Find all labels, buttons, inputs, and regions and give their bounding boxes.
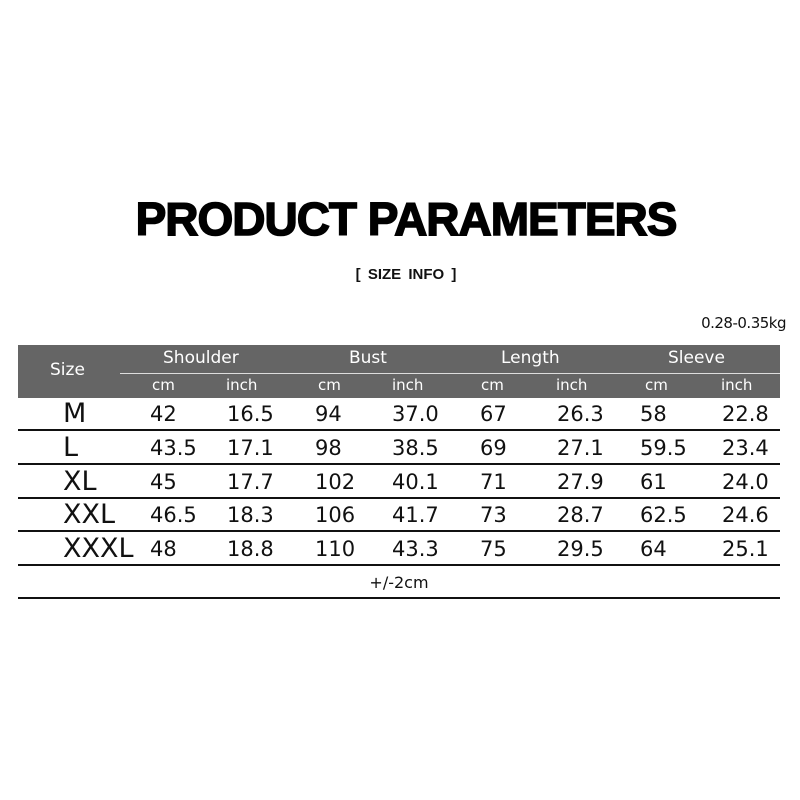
- tolerance-note: +/-2cm: [369, 573, 429, 592]
- value-cell: 24.6: [722, 503, 769, 528]
- value-cell: 102: [315, 469, 356, 494]
- row-divider: [18, 496, 780, 499]
- value-cell: 43.5: [150, 435, 197, 460]
- value-cell: 43.3: [392, 537, 439, 562]
- value-cell: 18.8: [227, 537, 274, 562]
- value-cell: 41.7: [392, 503, 439, 528]
- value-cell: 46.5: [150, 503, 197, 528]
- group-sleeve: Sleeve: [668, 348, 725, 368]
- value-cell: 27.9: [557, 469, 604, 494]
- value-cell: 17.7: [227, 469, 274, 494]
- value-cell: 28.7: [557, 503, 604, 528]
- value-cell: 17.1: [227, 435, 274, 460]
- value-cell: 45: [150, 469, 177, 494]
- table-row: XXL 46.5 18.3 106 41.7 73 28.7 62.5 24.6: [18, 499, 780, 533]
- tolerance-row: +/-2cm: [18, 567, 780, 599]
- value-cell: 27.1: [557, 435, 604, 460]
- size-cell: XXL: [63, 499, 116, 531]
- unit-header: cm: [152, 376, 175, 394]
- table-row: L 43.5 17.1 98 38.5 69 27.1 59.5 23.4: [18, 432, 780, 465]
- size-cell: M: [63, 398, 87, 429]
- row-divider: [18, 530, 780, 533]
- value-cell: 94: [315, 402, 342, 426]
- value-cell: 48: [150, 537, 177, 562]
- table-row: M 42 16.5 94 37.0 67 26.3 58 22.8: [18, 398, 780, 431]
- value-cell: 29.5: [557, 537, 604, 562]
- value-cell: 22.8: [722, 402, 769, 426]
- table-row: XXXL 48 18.8 110 43.3 75 29.5 64 25.1: [18, 533, 780, 567]
- value-cell: 37.0: [392, 402, 439, 426]
- group-length: Length: [501, 348, 560, 368]
- value-cell: 23.4: [722, 435, 769, 460]
- value-cell: 106: [315, 503, 356, 528]
- unit-header: cm: [481, 376, 504, 394]
- row-divider: [18, 462, 780, 465]
- weight-label: 0.28-0.35kg: [701, 314, 786, 332]
- group-bust: Bust: [349, 348, 387, 368]
- value-cell: 73: [480, 503, 507, 528]
- row-divider: [18, 597, 780, 599]
- unit-header: inch: [226, 376, 258, 394]
- subtitle: [ SIZE INFO ]: [355, 266, 457, 283]
- page-title: PRODUCT PARAMETERS: [135, 192, 678, 246]
- value-cell: 75: [480, 537, 507, 562]
- table-header: Size Shoulder Bust Length Sleeve cm inch…: [18, 345, 780, 398]
- value-cell: 42: [150, 402, 177, 426]
- value-cell: 24.0: [722, 469, 769, 494]
- value-cell: 18.3: [227, 503, 274, 528]
- value-cell: 110: [315, 537, 356, 562]
- header-divider: [120, 373, 780, 374]
- unit-header: cm: [645, 376, 668, 394]
- value-cell: 40.1: [392, 469, 439, 494]
- table-row: XL 45 17.7 102 40.1 71 27.9 61 24.0: [18, 466, 780, 499]
- size-cell: L: [63, 431, 79, 463]
- value-cell: 67: [480, 402, 507, 426]
- size-cell: XXXL: [63, 533, 134, 565]
- value-cell: 26.3: [557, 402, 604, 426]
- row-divider: [18, 429, 780, 431]
- value-cell: 25.1: [722, 537, 769, 562]
- value-cell: 59.5: [640, 435, 687, 460]
- value-cell: 69: [480, 435, 507, 460]
- value-cell: 62.5: [640, 503, 687, 528]
- value-cell: 98: [315, 435, 342, 460]
- unit-header: cm: [318, 376, 341, 394]
- unit-header: inch: [721, 376, 753, 394]
- size-cell: XL: [63, 465, 97, 497]
- value-cell: 16.5: [227, 402, 274, 426]
- value-cell: 64: [640, 537, 667, 562]
- value-cell: 38.5: [392, 435, 439, 460]
- size-header: Size: [50, 360, 85, 380]
- unit-header: inch: [556, 376, 588, 394]
- group-shoulder: Shoulder: [163, 348, 239, 368]
- row-divider: [18, 564, 780, 567]
- value-cell: 71: [480, 469, 507, 494]
- value-cell: 61: [640, 469, 667, 494]
- unit-header: inch: [392, 376, 424, 394]
- value-cell: 58: [640, 402, 667, 426]
